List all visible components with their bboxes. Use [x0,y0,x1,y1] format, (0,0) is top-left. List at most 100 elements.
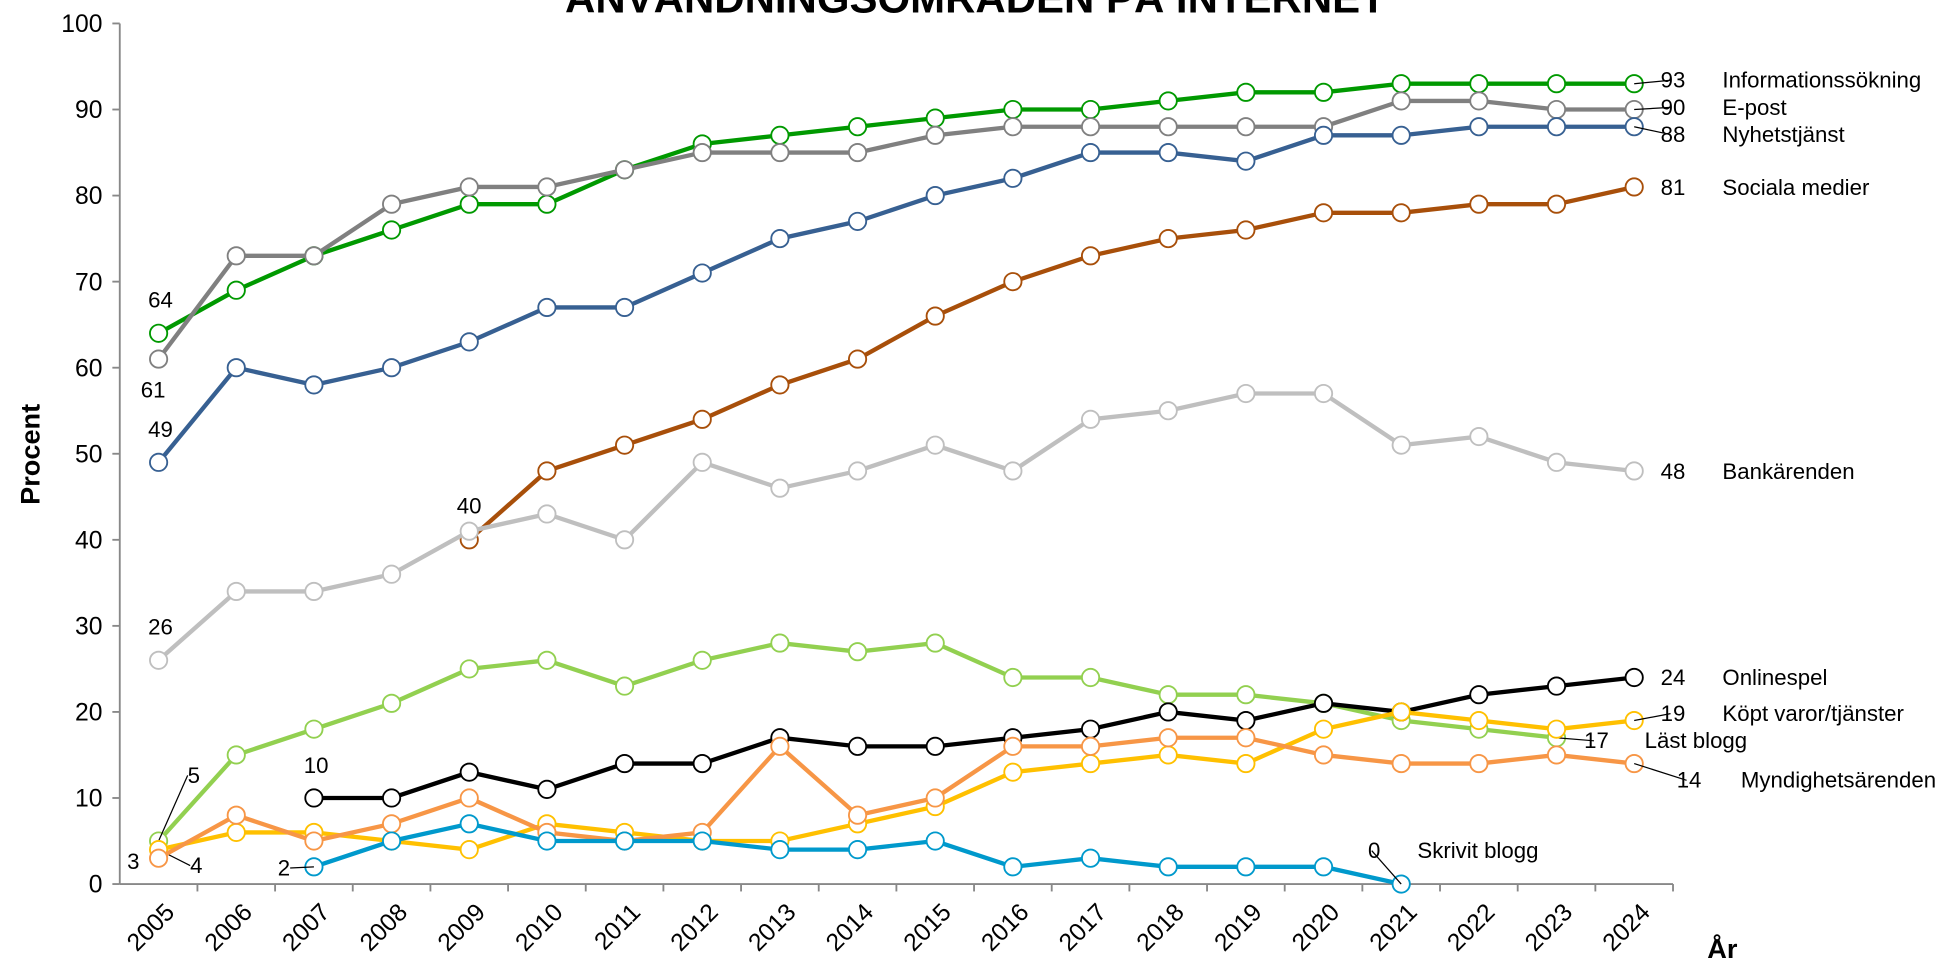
x-tick-label: 2007 [278,899,336,957]
y-tick-label: 30 [75,614,102,641]
x-tick-label: 2008 [355,899,413,957]
marker [847,142,868,163]
marker [1158,142,1178,163]
marker [1003,461,1023,481]
y-tick-label: 80 [75,183,102,210]
marker [1158,401,1178,421]
marker [615,297,635,318]
marker [1003,117,1023,137]
marker [1469,91,1489,111]
y-tick-label: 100 [61,11,102,38]
data-label: 26 [148,615,173,640]
marker [615,435,635,455]
marker [1313,125,1334,145]
marker [925,186,945,206]
marker [1391,203,1411,223]
marker [615,530,635,550]
chart-title: ANVÄNDNINGSOMRÅDEN PÅ INTERNET [565,0,1386,21]
marker [1003,736,1023,756]
marker [1469,194,1489,214]
data-label: 90 [1661,95,1686,120]
marker [382,788,402,808]
marker [1469,426,1489,447]
x-tick-label: 2017 [1054,899,1112,957]
x-tick-label: 2005 [122,899,180,957]
marker [615,831,635,851]
data-label: 64 [148,287,173,312]
series-name: Onlinespel [1722,665,1827,690]
x-tick-label: 2009 [433,899,491,957]
marker [925,108,945,128]
marker [537,650,557,670]
x-tick-label: 2022 [1442,899,1500,957]
marker [459,762,479,782]
marker [1546,676,1567,696]
marker [847,211,868,231]
series-name: Myndighetsärenden [1741,768,1936,793]
leader-line [290,866,314,869]
marker [1003,667,1023,688]
series-name: Läst blogg [1645,728,1748,753]
marker [226,358,246,378]
marker [1003,99,1023,120]
marker [1236,151,1256,171]
marker [1080,117,1101,137]
leader-line [1556,737,1595,742]
marker [304,831,324,851]
series-line [313,675,1635,801]
series-name: Sociala medier [1722,175,1870,200]
marker [1080,142,1101,163]
marker [537,177,557,197]
series-name: Bankärenden [1722,459,1854,484]
leader-line [1634,126,1671,136]
marker [847,117,868,137]
marker [1313,383,1334,404]
marker [459,659,479,679]
marker [459,332,479,352]
marker [1391,74,1411,94]
leader-line [158,775,189,842]
marker [770,633,790,653]
marker [1391,91,1411,111]
data-label: 48 [1661,459,1686,484]
marker [537,831,557,851]
marker [459,788,479,808]
marker [925,788,945,808]
y-axis-label: Procent [15,404,46,505]
marker [1546,99,1567,120]
x-tick-label: 2011 [589,899,646,956]
marker [615,676,635,696]
marker [1469,710,1489,731]
x-tick-label: 2018 [1132,899,1190,957]
marker [226,280,246,300]
marker [770,375,790,395]
marker [1158,229,1178,249]
marker [925,306,945,326]
marker [1158,702,1178,722]
marker [1158,117,1178,137]
marker [382,194,402,214]
y-tick-label: 70 [75,269,102,296]
marker [692,753,712,774]
marker [1546,194,1567,214]
marker [382,693,402,713]
series-line [158,709,1635,852]
y-tick-label: 50 [75,441,102,468]
marker [382,814,402,834]
data-label: 19 [1661,701,1686,726]
marker [459,521,479,541]
marker [459,194,479,214]
series-line [156,124,1635,464]
marker [1158,685,1178,705]
marker [1080,753,1101,774]
marker [304,719,324,739]
leader-line [1633,762,1687,781]
marker [1080,848,1101,868]
marker [149,848,169,868]
marker [1080,719,1101,739]
marker [692,142,712,163]
marker [1391,702,1411,722]
marker [1080,736,1101,756]
marker [925,831,945,851]
data-label: 4 [190,853,202,878]
